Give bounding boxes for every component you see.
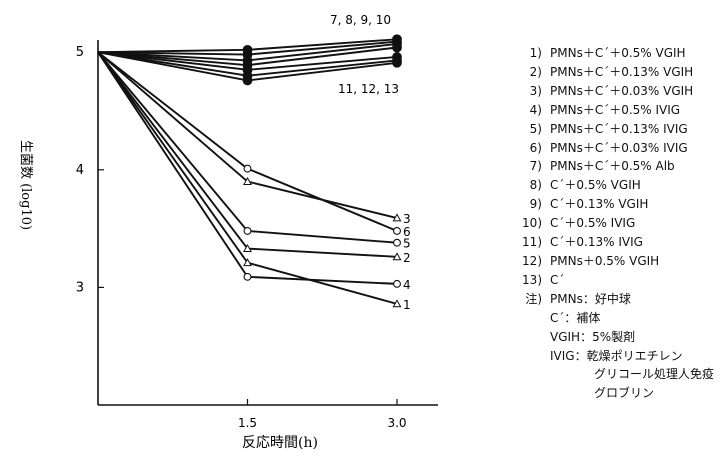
end-label-series-6: 6 [403,225,411,239]
legend-item: 12) PMNs＋0.5% VGIH [508,252,714,271]
note-line-5: グリコール処理人免疫 [594,367,715,382]
legend-item-number: 3) [529,83,542,98]
legend-item-text: PMNs＋C´＋0.13% VGIH [550,64,694,79]
marker-series-10 [392,42,402,53]
legend-item-text: PMNs＋0.5% VGIH [550,253,660,268]
end-label-series-1: 1 [403,298,411,312]
marker-series-6 [393,227,401,235]
end-label-series-3: 3 [403,212,411,226]
legend-item-number: 5) [529,121,542,136]
legend-item-text: C´＋0.13% IVIG [550,235,643,250]
marker-series-1 [243,258,252,267]
note-line-3: VGIH：5%製剤 [550,329,636,344]
marker-series-1 [392,299,402,308]
legend-item-number: 9) [529,197,542,212]
marker-series-4 [393,279,401,288]
legend-item-text: PMNs＋C´＋0.13% IVIG [550,121,688,136]
note-line-6: グロブリン [594,386,655,401]
legend-item-number: 13) [522,272,542,287]
legend: 1) PMNs＋C´＋0.5% VGIH 2) PMNs＋C´＋0.13% VGIH 3… [508,44,714,403]
legend-item-text: PMNs＋C´＋0.5% Alb [550,159,675,174]
legend-item: 7) PMNs＋C´＋0.5% Alb [508,157,714,176]
y-tick-label: 5 [76,45,84,60]
marker-series-6 [243,164,252,173]
legend-item: 13) C´ [508,271,714,290]
y-tick-label: 4 [76,163,84,178]
legend-item: 6) PMNs＋C´＋0.03% IVIG [508,139,714,158]
x-axis-title: 反応時間(h) [242,435,318,451]
legend-item: 11) C´＋0.13% IVIG [508,233,714,252]
note-line-2: C´：補体 [550,310,601,325]
marker-series-3 [243,176,252,185]
legend-item-number: 10) [522,216,542,231]
note-line-1: PMNs：好中球 [550,291,631,306]
x-tick-label: 3.0 [387,416,406,430]
series-labels: 7, 8, 9, 10 11, 12, 13 生菌数 (log10) 反応時間(… [18,13,411,451]
marker-series-3 [392,213,402,222]
marker-series-5 [393,238,401,247]
note-key: 注) [525,291,542,306]
end-label-series-2: 2 [403,251,411,265]
legend-item-text: PMNs＋C´＋0.5% VGIH [550,46,686,60]
end-label-series-5: 5 [403,237,411,251]
marker-series-5 [243,227,252,235]
legend-item-number: 6) [529,140,542,155]
legend-item: 3) PMNs＋C´＋0.03% VGIH [508,82,714,101]
bottom-group-label: 11, 12, 13 [338,82,399,96]
x-tick-label: 1.5 [238,416,257,430]
axes: 5 4 3 1.5 3.0 [76,40,438,430]
end-label-series-4: 4 [403,278,411,292]
legend-item: 2) PMNs＋C´＋0.13% VGIH [508,63,714,82]
legend-item-number: 12) [522,253,542,268]
legend-item-number: 8) [529,178,542,193]
legend-note: 注) PMNs：好中球 [508,290,714,309]
marker-series-13 [392,57,402,68]
legend-item: 1) PMNs＋C´＋0.5% VGIH [508,44,714,63]
marker-series-2 [243,243,252,252]
legend-item-number: 7) [529,159,542,174]
legend-entries: 1) PMNs＋C´＋0.5% VGIH 2) PMNs＋C´＋0.13% VGIH 3… [508,44,714,290]
legend-item-number: 4) [529,102,542,117]
legend-item-number: 11) [522,235,542,250]
top-group-label: 7, 8, 9, 10 [330,13,391,27]
marker-series-4 [243,272,252,281]
legend-item: 10) C´＋0.5% IVIG [508,214,714,233]
legend-item-text: PMNs＋C´＋0.5% IVIG [550,102,681,117]
legend-item-number: 1) [529,46,542,60]
legend-item: 8) C´＋0.5% VGIH [508,176,714,195]
legend-item-text: C´＋0.5% IVIG [550,216,636,231]
legend-item: 9) C´＋0.13% VGIH [508,195,714,214]
series-markers [242,34,402,308]
legend-item-text: C´＋0.5% VGIH [550,178,641,193]
y-tick-label: 3 [76,280,84,295]
legend-item: 5) PMNs＋C´＋0.13% IVIG [508,120,714,139]
legend-item-number: 2) [529,64,542,79]
marker-series-2 [392,252,402,261]
note-line-4: IVIG：乾燥ポリエチレン [550,348,683,363]
legend-item-text: C´ [550,272,565,287]
legend-item-text: PMNs＋C´＋0.03% IVIG [550,140,688,155]
y-axis-title: 生菌数 (log10) [18,140,33,230]
legend-item-text: C´＋0.13% VGIH [550,197,649,212]
legend-item: 4) PMNs＋C´＋0.5% IVIG [508,101,714,120]
legend-item-text: PMNs＋C´＋0.03% VGIH [550,83,694,98]
marker-series-13 [242,75,253,86]
